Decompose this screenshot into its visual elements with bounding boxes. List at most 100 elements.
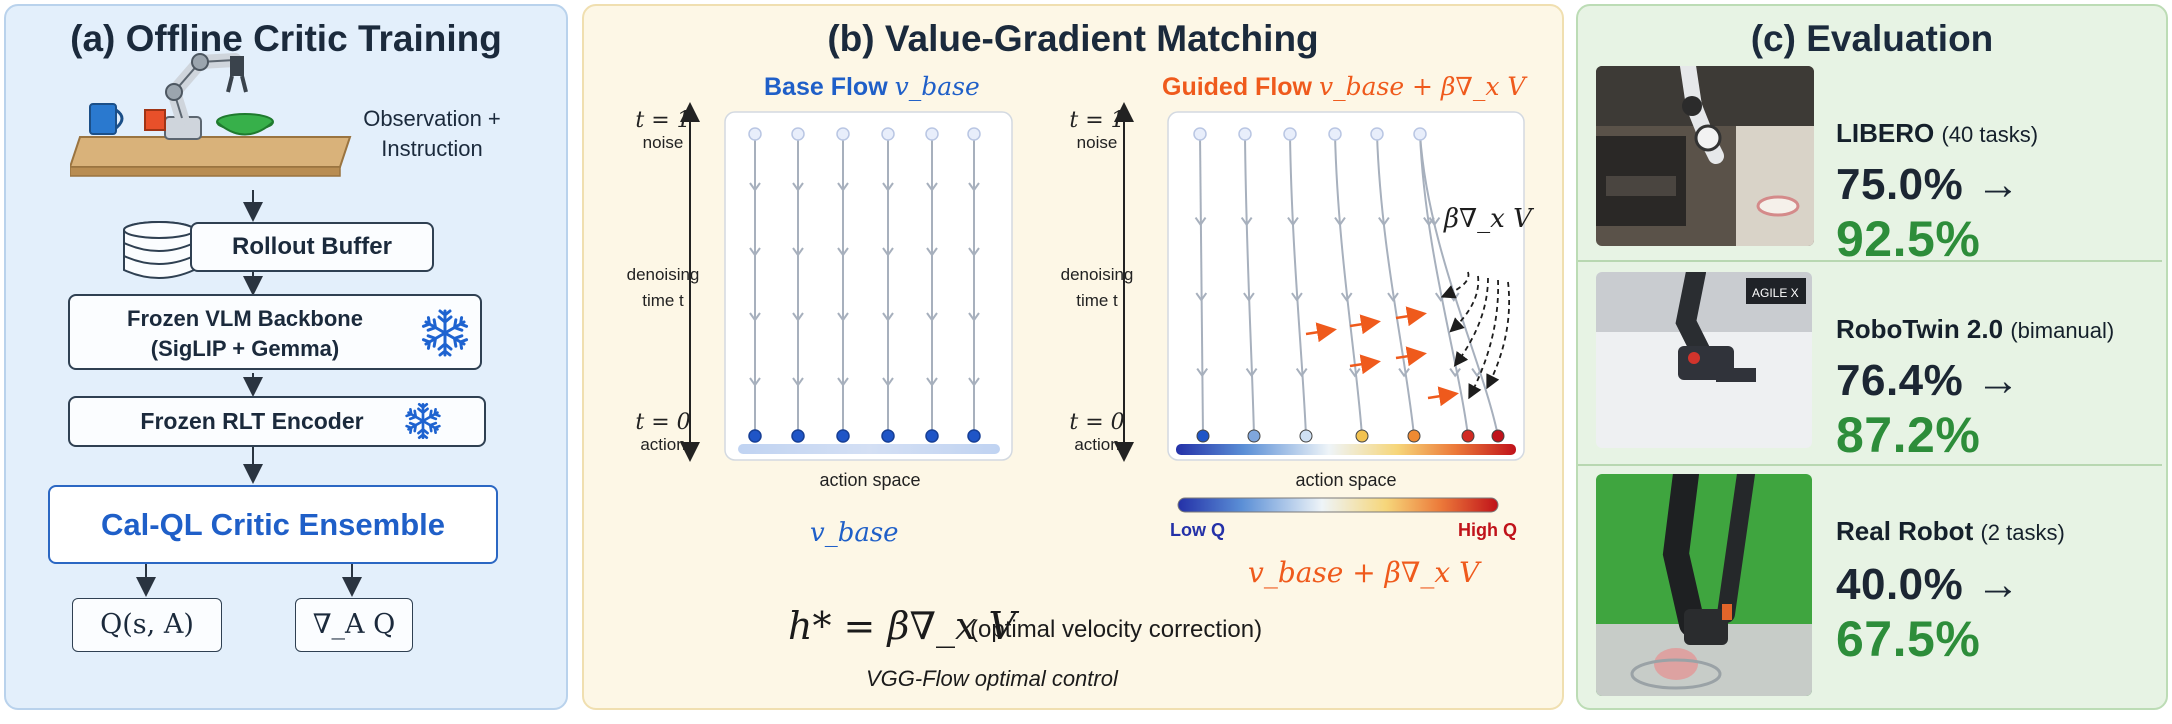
base-flow-arrowhead — [926, 247, 938, 257]
robotwin-name-text: RoboTwin 2.0 — [1836, 314, 2004, 344]
guided-noise-point — [1283, 127, 1297, 141]
guided-action-label: action — [1074, 435, 1120, 454]
guided-action-point — [1461, 429, 1475, 443]
base-action-space-label: action space — [819, 470, 921, 490]
base-flow-box — [724, 111, 1013, 461]
robotwin-arrow-icon: → — [1976, 356, 2021, 405]
snowflake-icon — [421, 309, 469, 357]
vlm-backbone-title: Frozen VLM Backbone — [127, 306, 363, 331]
base-caption: v_base — [810, 518, 899, 548]
base-noise-point — [836, 127, 850, 141]
base-action-label: action — [640, 435, 686, 454]
guided-caption: v_base + β∇_x V — [1248, 556, 1480, 589]
rollout-buffer-box: Rollout Buffer — [190, 222, 434, 272]
gradient-correction-arrow — [1427, 386, 1459, 407]
guided-flow-title-math: v_base + β∇_x V — [1318, 72, 1526, 101]
base-flow-arrowhead — [837, 377, 849, 387]
robotwin-after: 87.2% — [1836, 407, 1981, 463]
base-flow-title-math: v_base — [894, 72, 980, 101]
base-flow-arrowhead — [749, 182, 761, 192]
gradient-correction-arrow — [1395, 346, 1427, 367]
low-q-label: Low Q — [1170, 520, 1225, 540]
robot-arm-icon — [70, 53, 352, 177]
base-action-point — [748, 429, 762, 443]
gradient-arrow-icon — [1440, 271, 1470, 299]
base-flow-arrowhead — [926, 312, 938, 322]
base-flow-arrowhead — [968, 312, 980, 322]
real-robot-after: 67.5% — [1836, 611, 1981, 667]
base-noise-point — [967, 127, 981, 141]
base-flow-arrowhead — [837, 247, 849, 257]
base-flow-arrowhead — [968, 377, 980, 387]
base-flow-arrowhead — [926, 182, 938, 192]
gradient-arrow-icon — [1468, 279, 1500, 400]
guided-flow-title: Guided Flow v_base + β∇_x V — [1162, 72, 1525, 102]
guided-action-point — [1299, 429, 1313, 443]
guided-flow-arrowhead — [1348, 368, 1361, 378]
instruction-line: Instruction — [381, 136, 483, 161]
guided-denoise-line1: denoising — [1060, 265, 1134, 284]
base-flow-trajectories — [748, 127, 981, 443]
panel-a-title: (a) Offline Critic Training — [70, 18, 502, 59]
guided-noise-label: noise — [1076, 133, 1118, 152]
gradient-correction-arrow — [1349, 354, 1381, 375]
guided-denoise-label: denoising time t — [1052, 262, 1142, 314]
real-robot-arrow-icon: → — [1976, 560, 2021, 609]
high-q-label: High Q — [1458, 520, 1517, 540]
base-noise-point — [881, 127, 895, 141]
base-time-bottom-labels: t = 0 action — [618, 410, 708, 455]
guided-action-distribution — [1176, 444, 1516, 455]
guided-noise-point — [1413, 127, 1427, 141]
base-flow-arrowhead — [749, 247, 761, 257]
base-action-point — [881, 429, 895, 443]
guided-flow-arrowhead — [1295, 368, 1308, 378]
eval-divider-1 — [1578, 260, 2162, 262]
base-flow-arrowhead — [749, 377, 761, 387]
real-robot-name-text: Real Robot — [1836, 516, 1974, 546]
guided-action-point — [1247, 429, 1261, 443]
base-flow-arrowhead — [792, 312, 804, 322]
base-denoise-line2: time t — [642, 291, 684, 310]
cal-ql-critic-ensemble-box: Cal-QL Critic Ensemble — [48, 485, 498, 564]
base-flow-title: Base Flow v_base — [764, 72, 980, 102]
gradient-arrows — [1305, 271, 1511, 407]
libero-result: 75.0% → 92.5% — [1836, 160, 2172, 268]
gradient-label: β∇_x V — [1444, 204, 1532, 234]
guided-flow-arrowhead — [1243, 292, 1255, 302]
guided-flow-arrowhead — [1287, 217, 1299, 227]
guided-noise-point — [1238, 127, 1252, 141]
base-flow-arrowhead — [882, 247, 894, 257]
real-robot-name: Real Robot (2 tasks) — [1836, 516, 2065, 547]
base-flow-arrowhead — [882, 182, 894, 192]
guided-flow-arrowhead — [1334, 217, 1346, 227]
gradient-correction-arrow — [1305, 322, 1337, 343]
guided-flow-arrowhead — [1378, 217, 1390, 227]
real-robot-before: 40.0% — [1836, 560, 1964, 609]
base-denoise-label: denoising time t — [618, 262, 708, 314]
base-flow-title-text: Base Flow — [764, 73, 888, 101]
guided-t0-label: t = 0 — [1069, 410, 1125, 435]
base-flow-arrowhead — [882, 377, 894, 387]
robot-brand-text: AGILE X — [1752, 286, 1799, 300]
guided-time-bottom-labels: t = 0 action — [1052, 410, 1142, 455]
guided-flow-arrowhead — [1245, 368, 1258, 378]
robotwin-scene-image: AGILE X — [1596, 272, 1812, 448]
base-flow-arrowhead — [749, 312, 761, 322]
observation-line: Observation + — [363, 106, 501, 131]
guided-flow-arrowhead — [1196, 368, 1209, 378]
eval-divider-2 — [1578, 464, 2162, 466]
base-flow-arrowhead — [837, 182, 849, 192]
real-robot-result: 40.0% → 67.5% — [1836, 560, 2172, 668]
guided-flow-arrowhead — [1291, 292, 1303, 302]
base-action-point — [836, 429, 850, 443]
libero-name: LIBERO (40 tasks) — [1836, 118, 2038, 149]
guided-action-space-label: action space — [1295, 470, 1397, 490]
base-action-point — [791, 429, 805, 443]
base-flow-arrowhead — [968, 247, 980, 257]
libero-scene-image — [1596, 66, 1814, 246]
guided-flow-title-text: Guided Flow — [1162, 73, 1312, 101]
guided-noise-point — [1370, 127, 1384, 141]
guided-flow-trajectories — [1193, 127, 1505, 443]
observation-instruction-label: Observation + Instruction — [352, 104, 512, 164]
